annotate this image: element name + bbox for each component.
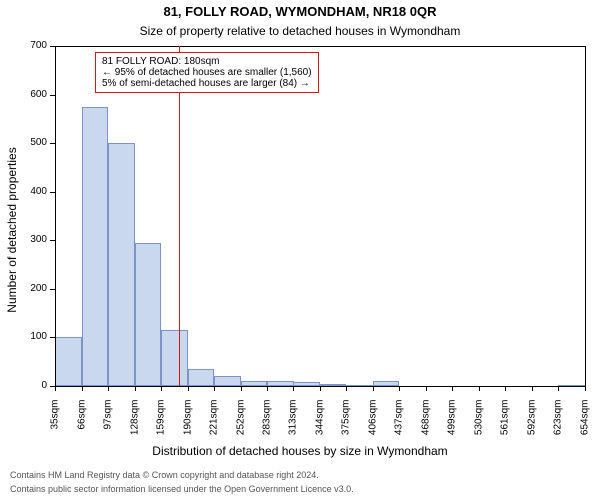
x-tick-label: 313sqm <box>288 400 299 450</box>
x-tick <box>585 386 586 391</box>
y-tick <box>50 240 55 241</box>
x-tick <box>505 386 506 391</box>
x-tick <box>293 386 294 391</box>
x-tick <box>373 386 374 391</box>
x-tick <box>320 386 321 391</box>
x-tick-label: 221sqm <box>209 400 220 450</box>
x-tick <box>55 386 56 391</box>
x-tick-label: 375sqm <box>341 400 352 450</box>
chart-page: { "meta": { "width_px": 600, "height_px"… <box>0 0 600 500</box>
x-tick <box>188 386 189 391</box>
histogram-bar <box>82 107 109 386</box>
y-tick-label: 700 <box>17 40 47 51</box>
histogram-bar <box>188 369 215 386</box>
x-tick <box>135 386 136 391</box>
x-tick <box>426 386 427 391</box>
x-tick-label: 97sqm <box>103 400 114 450</box>
x-tick <box>267 386 268 391</box>
x-tick-label: 406sqm <box>367 400 378 450</box>
chart-title: 81, FOLLY ROAD, WYMONDHAM, NR18 0QR <box>0 4 600 19</box>
y-tick-label: 0 <box>17 380 47 391</box>
x-tick-label: 252sqm <box>235 400 246 450</box>
histogram-bar <box>108 143 135 386</box>
x-tick-label: 468sqm <box>420 400 431 450</box>
x-tick <box>399 386 400 391</box>
x-tick-label: 35sqm <box>50 400 61 450</box>
x-tick <box>346 386 347 391</box>
y-tick-label: 300 <box>17 234 47 245</box>
x-tick-label: 592sqm <box>526 400 537 450</box>
x-tick-label: 66sqm <box>76 400 87 450</box>
reference-line <box>179 46 180 386</box>
info-box-line: 81 FOLLY ROAD: 180sqm <box>102 56 312 67</box>
y-tick-label: 500 <box>17 137 47 148</box>
footer-line-1: Contains HM Land Registry data © Crown c… <box>10 470 319 480</box>
histogram-bar <box>135 243 162 386</box>
x-tick-label: 654sqm <box>580 400 591 450</box>
x-tick-label: 499sqm <box>447 400 458 450</box>
info-box-line: ← 95% of detached houses are smaller (1,… <box>102 67 312 78</box>
y-tick <box>50 337 55 338</box>
footer-line-2: Contains public sector information licen… <box>10 484 354 494</box>
histogram-bar <box>55 337 82 386</box>
y-tick-label: 400 <box>17 186 47 197</box>
x-tick-label: 561sqm <box>500 400 511 450</box>
x-tick-label: 159sqm <box>156 400 167 450</box>
y-tick-label: 100 <box>17 331 47 342</box>
x-tick-label: 128sqm <box>129 400 140 450</box>
x-tick-label: 190sqm <box>182 400 193 450</box>
x-tick <box>214 386 215 391</box>
y-tick <box>50 46 55 47</box>
x-tick <box>558 386 559 391</box>
x-tick-label: 437sqm <box>394 400 405 450</box>
chart-subtitle: Size of property relative to detached ho… <box>0 24 600 38</box>
y-tick <box>50 143 55 144</box>
x-tick <box>108 386 109 391</box>
x-tick <box>479 386 480 391</box>
y-tick <box>50 95 55 96</box>
x-tick-label: 623sqm <box>553 400 564 450</box>
x-tick <box>241 386 242 391</box>
histogram-bar <box>161 330 188 386</box>
x-tick <box>161 386 162 391</box>
y-axis-line <box>55 46 56 386</box>
y-tick <box>50 289 55 290</box>
y-tick <box>50 192 55 193</box>
info-box-line: 5% of semi-detached houses are larger (8… <box>102 78 312 89</box>
y-tick-label: 200 <box>17 283 47 294</box>
x-tick <box>452 386 453 391</box>
x-tick-label: 283sqm <box>262 400 273 450</box>
info-box: 81 FOLLY ROAD: 180sqm← 95% of detached h… <box>95 52 319 93</box>
y-tick-label: 600 <box>17 89 47 100</box>
x-tick-label: 344sqm <box>314 400 325 450</box>
x-tick-label: 530sqm <box>473 400 484 450</box>
histogram-bar <box>214 376 241 386</box>
x-tick <box>82 386 83 391</box>
x-tick <box>532 386 533 391</box>
